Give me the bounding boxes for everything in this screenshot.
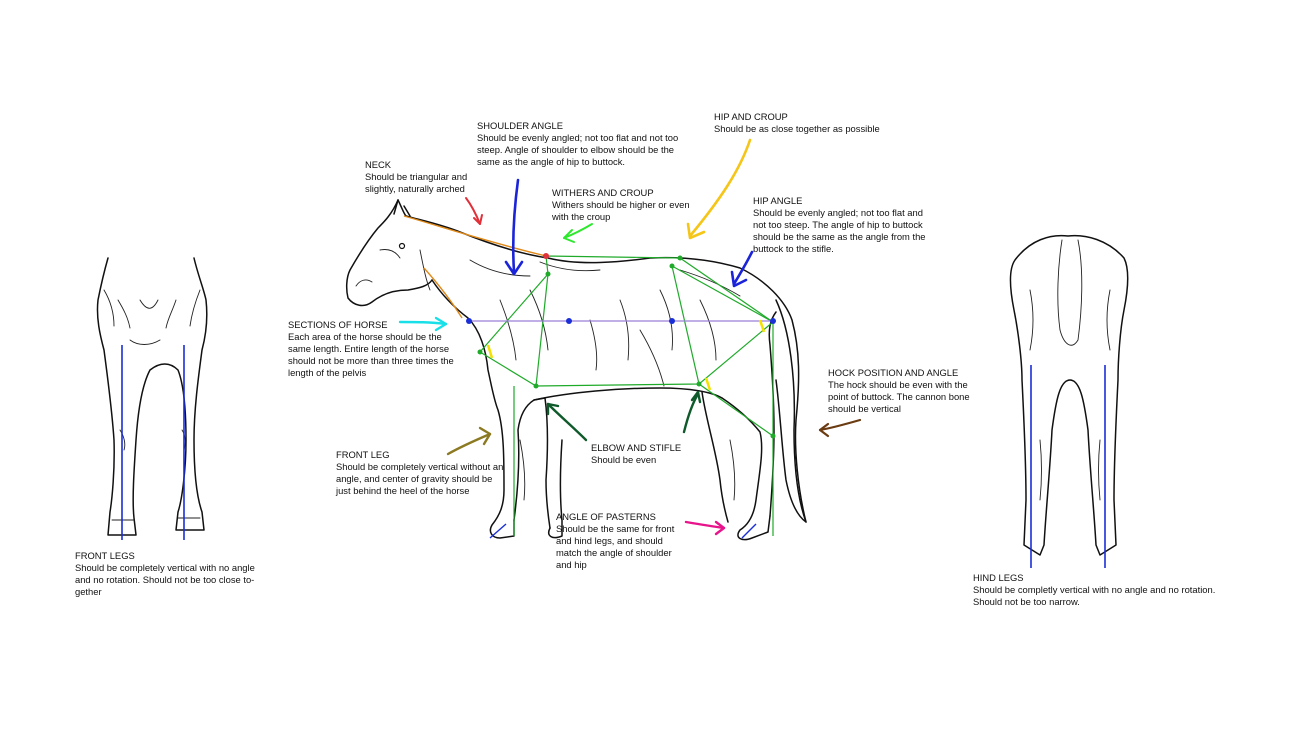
hip-angle-arrow [732,250,754,286]
front-leg-text: Should be completely vertical without an… [336,461,504,496]
hock-position-text: The hock should be even with the point o… [828,379,970,414]
angle-of-pasterns-label: ANGLE OF PASTERNS Should be the same for… [556,511,686,571]
sections-of-horse-label: SECTIONS OF HORSE Each area of the horse… [288,319,460,379]
elbow-arrow [546,402,588,442]
hind-view-horse-drawing [1009,234,1129,568]
withers-and-croup-label: WITHERS AND CROUP Withers should be high… [552,187,702,223]
elbow-and-stifle-title: ELBOW AND STIFLE [591,442,682,453]
front-view-horse-drawing [96,257,208,540]
hip-angle-title: HIP ANGLE [753,195,803,206]
front-leg-arrow [446,432,492,456]
body-frame-lines [479,255,774,387]
sections-of-horse-text: Each area of the horse should be the sam… [288,331,454,378]
sections-of-horse-title: SECTIONS OF HORSE [288,319,388,330]
front-leg-label: FRONT LEG Should be completely vertical … [336,449,504,497]
hip-and-croup-label: HIP AND CROUP Should be as close togethe… [714,111,914,135]
pasterns-arrow [684,520,726,530]
neck-top-line [403,215,547,257]
hip-croup-arrow [688,138,752,238]
hind-legs-text: Should be completly vertical with no ang… [973,584,1216,607]
neck-title: NECK [365,159,392,170]
shoulder-angle-label: SHOULDER ANGLE Should be evenly angled; … [477,120,692,168]
conformation-guide-lines [403,215,776,539]
withers-and-croup-text: Withers should be higher or even with th… [552,199,690,222]
front-legs-title: FRONT LEGS [75,550,135,561]
front-leg-title: FRONT LEG [336,449,390,460]
angle-of-pasterns-title: ANGLE OF PASTERNS [556,511,656,522]
hock-position-title: HOCK POSITION AND ANGLE [828,367,959,378]
neck-text: Should be triangular and slightly, natur… [365,171,468,194]
hip-angle-label: HIP ANGLE Should be evenly angled; not t… [753,195,938,255]
elbow-and-stifle-label: ELBOW AND STIFLE Should be even [591,442,711,466]
hock-position-label: HOCK POSITION AND ANGLE The hock should … [828,367,982,415]
front-legs-label: FRONT LEGS Should be completely vertical… [75,550,267,598]
angle-of-pasterns-text: Should be the same for front and hind le… [556,523,675,570]
neck-arrow [465,197,481,225]
sections-arrow [398,320,448,326]
withers-and-croup-title: WITHERS AND CROUP [552,187,654,198]
hock-arrow [818,418,862,432]
neck-bottom-line [423,267,463,319]
neck-label: NECK Should be triangular and slightly, … [365,159,477,195]
front-legs-text: Should be completely vertical with no an… [75,562,255,597]
hip-and-croup-text: Should be as close together as possible [714,123,880,134]
shoulder-angle-text: Should be evenly angled; not too flat an… [477,132,679,167]
hip-and-croup-title: HIP AND CROUP [714,111,788,122]
shoulder-arrow [511,178,520,274]
hip-angle-text: Should be evenly angled; not too flat an… [753,207,926,254]
withers-arrow [563,223,593,239]
label-arrows [398,138,862,536]
shoulder-angle-title: SHOULDER ANGLE [477,120,563,131]
hind-legs-title: HIND LEGS [973,572,1024,583]
hind-legs-label: HIND LEGS Should be completly vertical w… [973,572,1235,608]
elbow-and-stifle-text: Should be even [591,454,657,465]
